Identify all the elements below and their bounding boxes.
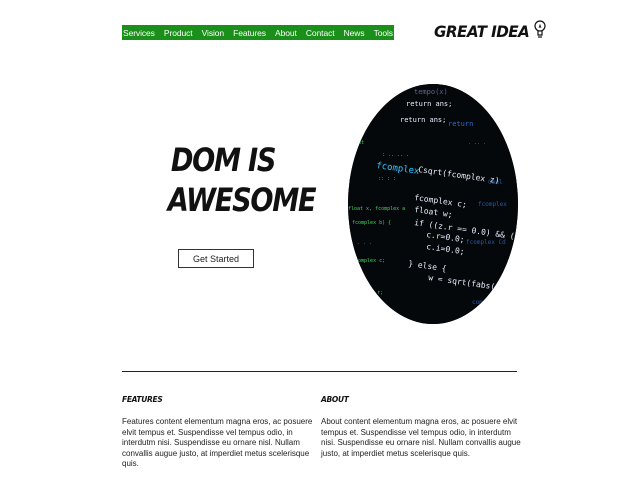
section-divider xyxy=(122,371,517,372)
svg-text:fcomplex b) {: fcomplex b) { xyxy=(352,220,391,226)
hero-title-line-1: DOM IS xyxy=(170,141,277,179)
svg-text:nt: nt xyxy=(358,140,364,146)
nav-link-vision[interactable]: Vision xyxy=(201,27,225,38)
nav-link-tools[interactable]: Tools xyxy=(373,27,393,38)
svg-text:complex: complex xyxy=(472,299,498,306)
features-heading: FEATURES xyxy=(122,395,163,404)
svg-text:fcomplex c;: fcomplex c; xyxy=(352,258,385,264)
svg-text:return ans;: return ans; xyxy=(406,100,452,108)
lightbulb-icon xyxy=(534,18,546,45)
svg-text:Cmul: Cmul xyxy=(488,179,503,186)
nav-link-product[interactable]: Product xyxy=(163,27,193,38)
site-logo[interactable]: GREAT IDEA xyxy=(434,17,546,45)
get-started-button[interactable]: Get Started xyxy=(178,249,254,268)
nav-link-about[interactable]: About xyxy=(275,27,297,38)
nav-link-news[interactable]: News xyxy=(343,27,365,38)
svg-text:return ans;: return ans; xyxy=(400,116,446,124)
svg-text:cc.r=a.r;: cc.r=a.r; xyxy=(356,290,383,296)
nav-link-features[interactable]: Features xyxy=(233,27,266,38)
features-body: Features content elementum magna eros, a… xyxy=(122,417,313,468)
about-heading: ABOUT xyxy=(321,395,349,404)
svg-text:float x, fcomplex a: float x, fcomplex a xyxy=(348,206,405,212)
top-nav: Services Product Vision Features About C… xyxy=(122,25,394,40)
svg-text:tempo(x): tempo(x) xyxy=(414,88,448,96)
nav-link-services[interactable]: Services xyxy=(123,27,155,38)
svg-text:. .. .: . .. . xyxy=(468,140,486,146)
svg-text:.. .. .: .. .. . xyxy=(368,310,389,316)
svg-text:return: return xyxy=(448,120,473,128)
hero-title-line-2: AWESOME xyxy=(167,181,317,219)
logo-text: GREAT IDEA xyxy=(434,21,530,41)
svg-text::: : :: :: : : xyxy=(378,176,396,182)
hero-title: DOM IS AWESOME xyxy=(167,140,317,220)
svg-text:fcomplex: fcomplex xyxy=(478,201,507,208)
svg-text:.. . . .: .. . . . xyxy=(348,240,372,246)
nav-link-contact[interactable]: Contact xyxy=(305,27,335,38)
code-screen-image: tempo(x) return ans; return ans; return … xyxy=(348,84,518,324)
about-body: About content elementum magna eros, ac p… xyxy=(321,417,521,458)
svg-text:: .. .. .: : .. .. . xyxy=(382,152,409,158)
svg-text:fcomplex Cd: fcomplex Cd xyxy=(466,239,506,246)
